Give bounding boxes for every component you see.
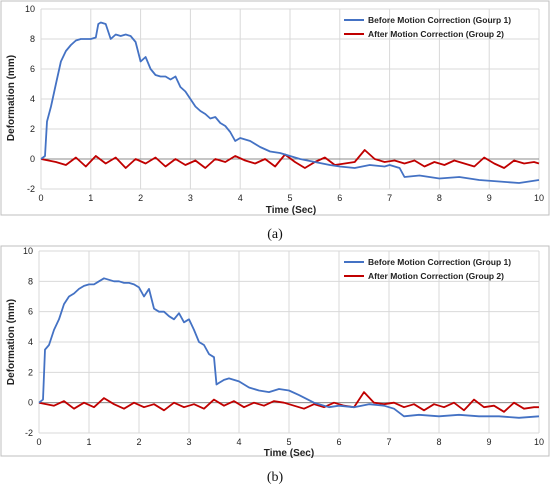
panel-a-series [40, 21, 540, 184]
panel-a-y-tick-10: 10 [25, 4, 35, 14]
panel-a-y-tick-8: 8 [30, 34, 35, 44]
panel-a-border [0, 0, 550, 216]
panel-b-x-tick-9: 9 [486, 437, 491, 447]
panel-b-y-tick-2: 2 [28, 367, 33, 377]
panel-a-x-tick-2: 2 [138, 193, 143, 203]
panel-a-x-tick-labels: 0 1 2 3 4 5 6 7 8 9 10 [38, 193, 544, 203]
panel-a-y-axis-label: Deformation (mm) [6, 55, 17, 141]
panel-b-legend: Before Motion Correction (Group 1) After … [344, 257, 511, 281]
panel-a-label: (a) [267, 227, 283, 242]
panel-b-y-tick-6: 6 [28, 307, 33, 317]
panel-b-y-tick-4: 4 [28, 337, 33, 347]
panel-a-y-tick-2: 2 [30, 124, 35, 134]
panel-b-series [38, 277, 540, 419]
panel-b-x-tick-1: 1 [86, 437, 91, 447]
panel-a-x-tick-3: 3 [188, 193, 193, 203]
panel-a-x-tick-8: 8 [437, 193, 442, 203]
panel-a-x-tick-7: 7 [387, 193, 392, 203]
panel-b-x-tick-2: 2 [136, 437, 141, 447]
panel-a-series-2-line [40, 149, 540, 169]
panel-a-legend-label-1: Before Motion Correction (Gourp 1) [368, 15, 511, 25]
panel-a-y-tick-0: 0 [30, 154, 35, 164]
panel-b-label: (b) [267, 470, 284, 485]
panel-b-x-tick-4: 4 [236, 437, 241, 447]
panel-b-y-tick-labels: -2 0 2 4 6 8 10 [23, 246, 33, 438]
panel-b-x-tick-8: 8 [436, 437, 441, 447]
panel-b-x-tick-10: 10 [534, 437, 544, 447]
panel-b-y-tick-8: 8 [28, 276, 33, 286]
panel-b-series-2-line [38, 391, 539, 413]
panel-b-x-tick-3: 3 [186, 437, 191, 447]
panel-b-gridlines [38, 250, 540, 434]
panel-a-x-tick-0: 0 [38, 193, 43, 203]
panel-a-x-tick-6: 6 [337, 193, 342, 203]
panel-a-y-tick-6: 6 [30, 64, 35, 74]
panel-b-series-1-line [38, 277, 540, 419]
panel-b-legend-label-2: After Motion Correction (Group 2) [368, 271, 504, 281]
panel-b-x-tick-6: 6 [336, 437, 341, 447]
panel-a-legend-label-2: After Motion Correction (Group 2) [368, 29, 504, 39]
panel-b-legend-label-1: Before Motion Correction (Group 1) [368, 257, 511, 267]
panel-b-x-tick-7: 7 [386, 437, 391, 447]
panel-b-x-tick-0: 0 [36, 437, 41, 447]
panel-b-x-tick-5: 5 [286, 437, 291, 447]
panel-a-y-tick-labels: -2 0 2 4 6 8 10 [25, 4, 35, 194]
panel-a-x-tick-10: 10 [534, 193, 544, 203]
panel-a-x-axis-label: Time (Sec) [266, 205, 316, 216]
panel-b-y-axis-label: Deformation (mm) [6, 299, 17, 385]
panel-a-y-tick--2: -2 [27, 184, 35, 194]
panel-b-x-axis-label: Time (Sec) [264, 448, 314, 459]
panel-a-y-tick-4: 4 [30, 94, 35, 104]
panel-a-x-tick-5: 5 [287, 193, 292, 203]
panel-a-legend: Before Motion Correction (Gourp 1) After … [344, 15, 511, 39]
panel-a-x-tick-4: 4 [238, 193, 243, 203]
panel-a-series-1-line [40, 21, 540, 184]
panel-b-x-tick-labels: 0 1 2 3 4 5 6 7 8 9 10 [36, 437, 544, 447]
panel-b-y-tick-10: 10 [23, 246, 33, 256]
panel-b-y-tick-0: 0 [28, 398, 33, 408]
panel-a-x-tick-1: 1 [88, 193, 93, 203]
panel-a-x-tick-9: 9 [487, 193, 492, 203]
panel-b-y-tick--2: -2 [25, 428, 33, 438]
